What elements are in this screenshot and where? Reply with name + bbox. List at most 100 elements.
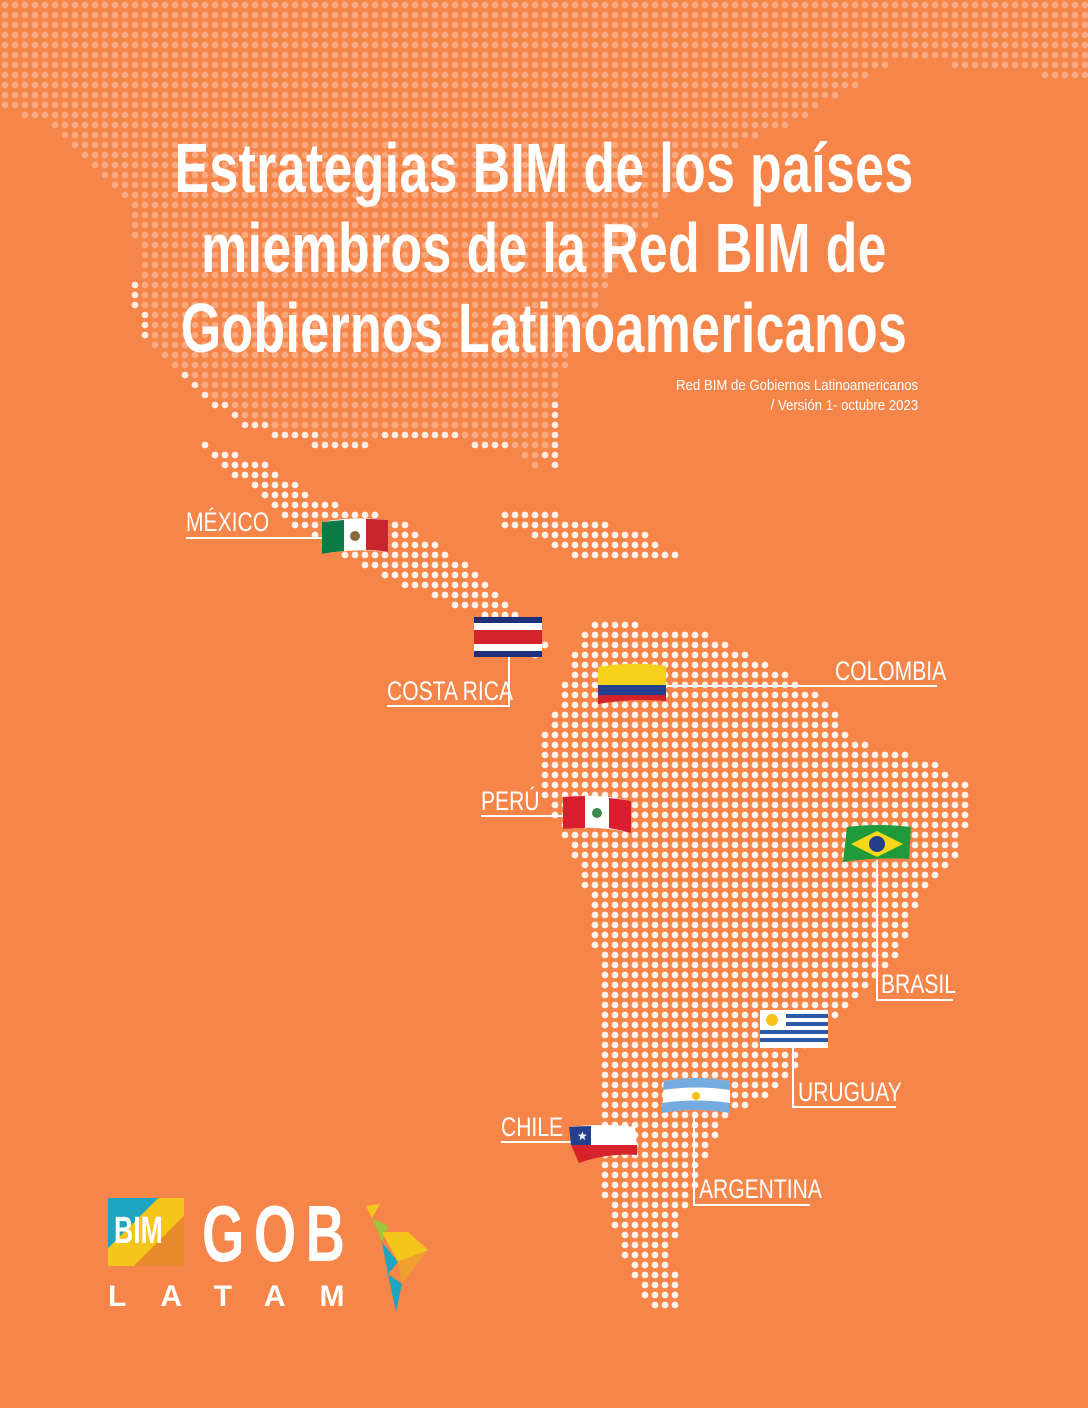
- map-dot: [691, 911, 699, 919]
- map-dot: [831, 721, 839, 729]
- map-dot: [141, 171, 149, 179]
- map-dot: [711, 881, 719, 889]
- map-dot: [521, 251, 529, 259]
- map-dot: [371, 11, 379, 19]
- map-dot: [651, 1211, 659, 1219]
- map-dot: [611, 1011, 619, 1019]
- map-dot: [671, 161, 679, 169]
- map-dot: [631, 911, 639, 919]
- map-dot: [901, 751, 909, 759]
- map-dot: [751, 31, 759, 39]
- map-dot: [251, 261, 259, 269]
- map-dot: [491, 101, 499, 109]
- map-dot: [441, 211, 449, 219]
- map-dot: [301, 221, 309, 229]
- map-dot: [701, 1151, 709, 1159]
- map-dot: [331, 51, 339, 59]
- map-dot: [491, 271, 499, 279]
- map-dot: [931, 1, 939, 9]
- map-dot: [71, 1, 79, 9]
- map-dot: [351, 131, 359, 139]
- map-dot: [411, 21, 419, 29]
- map-dot: [661, 1261, 669, 1269]
- map-dot: [21, 111, 29, 119]
- map-dot: [381, 291, 389, 299]
- map-dot: [91, 151, 99, 159]
- map-dot: [261, 321, 269, 329]
- map-dot: [401, 191, 409, 199]
- map-dot: [1031, 21, 1039, 29]
- map-dot: [201, 391, 209, 399]
- map-dot: [351, 271, 359, 279]
- map-dot: [621, 551, 629, 559]
- map-dot: [251, 141, 259, 149]
- map-dot: [601, 31, 609, 39]
- map-dot: [391, 71, 399, 79]
- map-dot: [251, 91, 259, 99]
- map-dot: [301, 111, 309, 119]
- map-dot: [751, 1081, 759, 1089]
- map-dot: [721, 901, 729, 909]
- map-dot: [411, 181, 419, 189]
- map-dot: [301, 501, 309, 509]
- map-dot: [731, 751, 739, 759]
- map-dot: [451, 271, 459, 279]
- map-dot: [581, 691, 589, 699]
- map-dot: [441, 241, 449, 249]
- map-dot: [181, 171, 189, 179]
- map-dot: [131, 111, 139, 119]
- map-dot: [371, 71, 379, 79]
- map-dot: [191, 111, 199, 119]
- map-dot: [521, 431, 529, 439]
- map-dot: [701, 871, 709, 879]
- map-dot: [181, 291, 189, 299]
- map-dot: [761, 41, 769, 49]
- map-dot: [761, 701, 769, 709]
- map-dot: [361, 561, 369, 569]
- map-dot: [411, 61, 419, 69]
- map-dot: [761, 991, 769, 999]
- map-dot: [461, 181, 469, 189]
- map-dot: [681, 651, 689, 659]
- map-dot: [121, 141, 129, 149]
- map-dot: [691, 641, 699, 649]
- map-dot: [491, 371, 499, 379]
- map-dot: [351, 11, 359, 19]
- map-dot: [451, 181, 459, 189]
- map-dot: [231, 461, 239, 469]
- map-dot: [651, 1081, 659, 1089]
- map-dot: [581, 161, 589, 169]
- map-dot: [771, 801, 779, 809]
- map-dot: [501, 371, 509, 379]
- map-dot: [151, 291, 159, 299]
- map-dot: [631, 211, 639, 219]
- map-dot: [451, 241, 459, 249]
- map-dot: [31, 81, 39, 89]
- map-dot: [591, 741, 599, 749]
- map-dot: [701, 51, 709, 59]
- map-dot: [681, 641, 689, 649]
- map-dot: [811, 91, 819, 99]
- map-dot: [431, 581, 439, 589]
- map-dot: [831, 941, 839, 949]
- map-dot: [661, 921, 669, 929]
- map-dot: [661, 1021, 669, 1029]
- map-dot: [901, 861, 909, 869]
- map-dot: [521, 281, 529, 289]
- map-dot: [611, 1111, 619, 1119]
- map-dot: [651, 1071, 659, 1079]
- map-dot: [31, 1, 39, 9]
- map-dot: [241, 311, 249, 319]
- map-dot: [671, 1001, 679, 1009]
- map-dot: [201, 331, 209, 339]
- map-dot: [541, 321, 549, 329]
- map-dot: [191, 381, 199, 389]
- map-dot: [411, 141, 419, 149]
- map-dot: [221, 451, 229, 459]
- map-dot: [261, 151, 269, 159]
- map-dot: [561, 321, 569, 329]
- map-dot: [321, 71, 329, 79]
- map-dot: [131, 221, 139, 229]
- map-dot: [501, 91, 509, 99]
- map-dot: [721, 101, 729, 109]
